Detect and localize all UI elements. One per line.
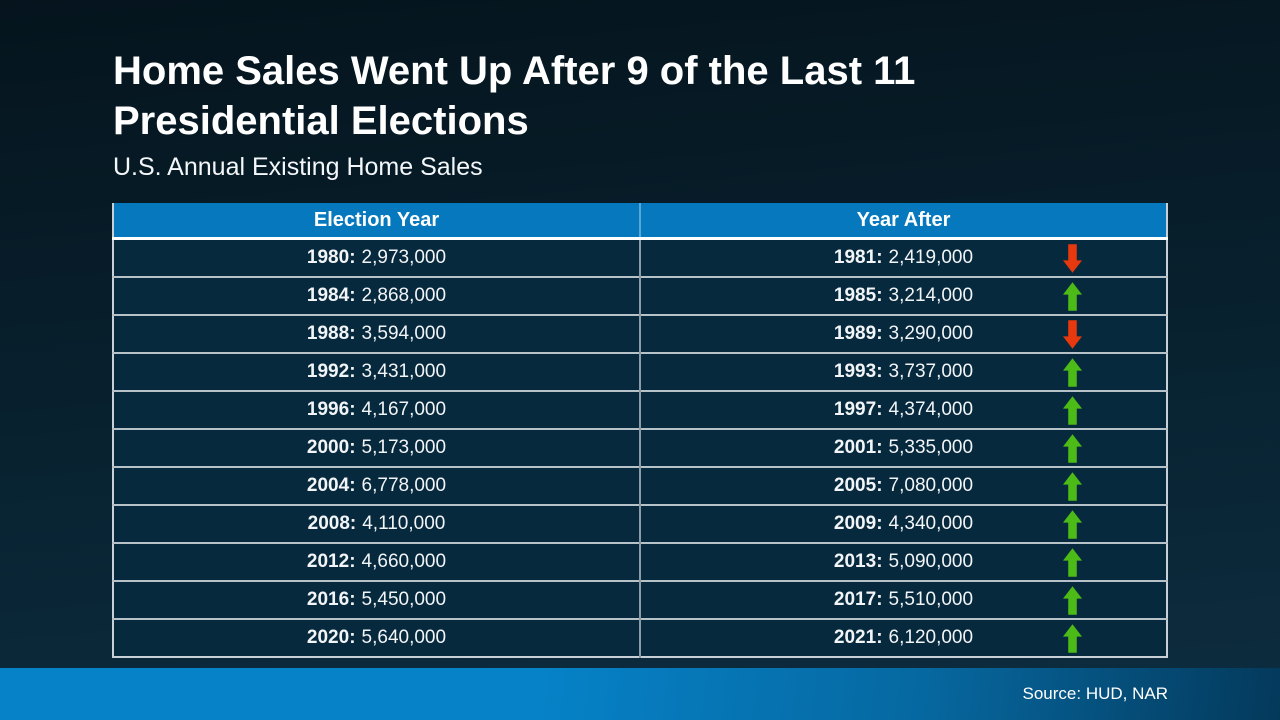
column-header-election-year: Election Year	[113, 203, 640, 240]
election-year-cell: 2020: 5,640,000	[113, 618, 640, 657]
election-year-cell: 1988: 3,594,000	[113, 314, 640, 353]
year-after-label: 1981:	[833, 247, 883, 268]
table-row: 2012: 4,660,000 2013: 5,090,000	[113, 542, 1167, 581]
year-after-sales: 4,374,000	[888, 399, 974, 420]
election-year-cell: 1996: 4,167,000	[113, 390, 640, 429]
year-after-cell: 2013: 5,090,000	[639, 542, 1167, 581]
table-header-row: Election Year Year After	[113, 203, 1167, 240]
election-year-sales: 4,660,000	[361, 551, 447, 572]
year-after-cell: 1997: 4,374,000	[639, 390, 1167, 429]
trend-arrow-icon	[1063, 395, 1082, 425]
year-after-label: 2009:	[833, 513, 883, 534]
year-after-label: 2001:	[833, 437, 883, 458]
year-after-label: 2021:	[833, 627, 883, 648]
year-after-sales: 3,737,000	[888, 361, 974, 382]
year-after-sales: 3,290,000	[888, 323, 974, 344]
election-year-label: 2020:	[306, 627, 356, 648]
year-after-cell: 1985: 3,214,000	[639, 276, 1167, 315]
election-year-sales: 5,173,000	[361, 437, 447, 458]
year-after-cell: 2001: 5,335,000	[639, 428, 1167, 467]
table-row: 1996: 4,167,000 1997: 4,374,000	[113, 390, 1167, 429]
election-year-cell: 2000: 5,173,000	[113, 428, 640, 467]
election-year-cell: 2012: 4,660,000	[113, 542, 640, 581]
election-year-cell: 2004: 6,778,000	[113, 466, 640, 505]
election-year-cell: 1980: 2,973,000	[113, 238, 640, 277]
column-header-year-after: Year After	[639, 203, 1167, 240]
table-row: 2020: 5,640,000 2021: 6,120,000	[113, 618, 1167, 657]
trend-arrow-icon	[1063, 585, 1082, 615]
year-after-label: 2013:	[833, 551, 883, 572]
year-after-label: 2017:	[833, 589, 883, 610]
year-after-label: 1989:	[833, 323, 883, 344]
election-year-sales: 3,594,000	[361, 323, 447, 344]
election-year-label: 1996:	[306, 399, 356, 420]
year-after-label: 1993:	[833, 361, 883, 382]
election-year-label: 2004:	[306, 475, 356, 496]
home-sales-table: Election Year Year After 1980: 2,973,000 …	[112, 203, 1168, 658]
trend-arrow-icon	[1063, 623, 1082, 653]
election-year-sales: 3,431,000	[361, 361, 447, 382]
trend-arrow-icon	[1063, 433, 1082, 463]
year-after-label: 2005:	[833, 475, 883, 496]
year-after-sales: 6,120,000	[888, 627, 974, 648]
year-after-label: 1997:	[833, 399, 883, 420]
election-year-sales: 2,868,000	[361, 285, 447, 306]
year-after-label: 1985:	[833, 285, 883, 306]
table-row: 2008: 4,110,000 2009: 4,340,000	[113, 504, 1167, 543]
table-row: 2004: 6,778,000 2005: 7,080,000	[113, 466, 1167, 505]
year-after-cell: 1989: 3,290,000	[639, 314, 1167, 353]
table-row: 1984: 2,868,000 1985: 3,214,000	[113, 276, 1167, 315]
year-after-sales: 4,340,000	[888, 513, 974, 534]
year-after-sales: 5,510,000	[888, 589, 974, 610]
table-row: 2000: 5,173,000 2001: 5,335,000	[113, 428, 1167, 467]
election-year-cell: 2008: 4,110,000	[113, 504, 640, 543]
year-after-cell: 1993: 3,737,000	[639, 352, 1167, 391]
year-after-sales: 5,090,000	[888, 551, 974, 572]
trend-arrow-icon	[1063, 243, 1082, 273]
election-year-sales: 4,110,000	[362, 513, 446, 534]
slide-subtitle: U.S. Annual Existing Home Sales	[113, 153, 483, 181]
slide-title: Home Sales Went Up After 9 of the Last 1…	[113, 46, 915, 146]
election-year-sales: 5,640,000	[361, 627, 447, 648]
slide-title-line2: Presidential Elections	[113, 99, 529, 143]
election-year-sales: 2,973,000	[361, 247, 447, 268]
election-year-sales: 4,167,000	[361, 399, 447, 420]
year-after-cell: 2009: 4,340,000	[639, 504, 1167, 543]
election-year-label: 2012:	[306, 551, 356, 572]
slide-title-line1: Home Sales Went Up After 9 of the Last 1…	[113, 49, 916, 93]
table-row: 1992: 3,431,000 1993: 3,737,000	[113, 352, 1167, 391]
trend-arrow-icon	[1063, 281, 1082, 311]
election-year-cell: 2016: 5,450,000	[113, 580, 640, 619]
election-year-label: 2016:	[306, 589, 356, 610]
election-year-label: 1988:	[306, 323, 356, 344]
trend-arrow-icon	[1063, 509, 1082, 539]
year-after-sales: 5,335,000	[888, 437, 974, 458]
table-row: 2016: 5,450,000 2017: 5,510,000	[113, 580, 1167, 619]
footer-bar: Source: HUD, NAR	[0, 668, 1280, 720]
year-after-cell: 1981: 2,419,000	[639, 238, 1167, 277]
year-after-sales: 7,080,000	[888, 475, 974, 496]
year-after-cell: 2017: 5,510,000	[639, 580, 1167, 619]
trend-arrow-icon	[1063, 471, 1082, 501]
trend-arrow-icon	[1063, 547, 1082, 577]
source-text: Source: HUD, NAR	[1022, 684, 1168, 703]
year-after-sales: 2,419,000	[888, 247, 974, 268]
election-year-label: 1980:	[306, 247, 356, 268]
election-year-label: 2008:	[307, 513, 357, 534]
year-after-cell: 2021: 6,120,000	[639, 618, 1167, 657]
table-row: 1980: 2,973,000 1981: 2,419,000	[113, 238, 1167, 277]
year-after-cell: 2005: 7,080,000	[639, 466, 1167, 505]
year-after-sales: 3,214,000	[888, 285, 974, 306]
election-year-sales: 6,778,000	[361, 475, 447, 496]
table-row: 1988: 3,594,000 1989: 3,290,000	[113, 314, 1167, 353]
election-year-sales: 5,450,000	[361, 589, 447, 610]
election-year-label: 1984:	[306, 285, 356, 306]
election-year-label: 2000:	[306, 437, 356, 458]
election-year-label: 1992:	[306, 361, 356, 382]
trend-arrow-icon	[1063, 319, 1082, 349]
trend-arrow-icon	[1063, 357, 1082, 387]
election-year-cell: 1992: 3,431,000	[113, 352, 640, 391]
election-year-cell: 1984: 2,868,000	[113, 276, 640, 315]
